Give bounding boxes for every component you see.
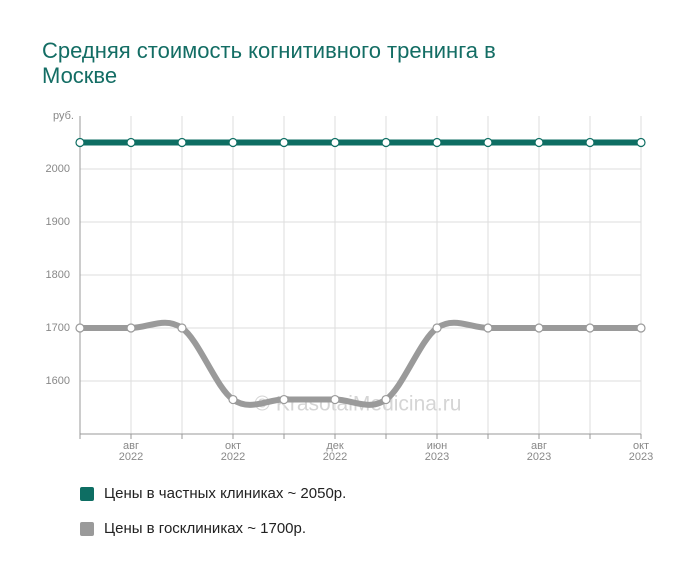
data-point: [483, 137, 493, 148]
x-tick-label: дек 2022: [323, 440, 347, 463]
data-point: [330, 137, 340, 148]
y-tick-label: 1600: [46, 375, 70, 387]
data-point: [534, 323, 544, 333]
data-point: [636, 323, 646, 333]
legend-swatch: [80, 487, 94, 501]
data-point: [177, 137, 187, 148]
y-tick-label: 1900: [46, 216, 70, 228]
data-point: [636, 137, 646, 148]
chart-title: Средняя стоимость когнитивного тренинга …: [42, 38, 496, 88]
x-tick-label: авг 2023: [527, 440, 551, 463]
grid: [79, 116, 642, 434]
x-tick-label: июн 2023: [425, 440, 449, 463]
data-point: [585, 323, 595, 333]
data-point: [126, 137, 136, 148]
data-point: [381, 137, 391, 148]
data-point: [381, 394, 391, 405]
data-point: [75, 323, 85, 333]
data-point: [585, 137, 595, 148]
data-point: [279, 394, 289, 405]
data-point: [279, 137, 289, 148]
data-point: [432, 137, 442, 148]
data-point: [483, 323, 493, 333]
data-point: [75, 137, 85, 148]
data-point: [228, 137, 238, 148]
y-tick-label: 1700: [46, 322, 70, 334]
legend-label: Цены в частных клиниках ~ 2050р.: [104, 485, 346, 502]
x-tick-label: авг 2022: [119, 440, 143, 463]
data-point: [330, 394, 340, 405]
legend-swatch: [80, 522, 94, 536]
data-point: [534, 137, 544, 148]
data-point: [177, 323, 187, 333]
data-point: [432, 323, 442, 333]
y-tick-label: 1800: [46, 269, 70, 281]
data-point: [126, 323, 136, 333]
x-tick-label: окт 2023: [629, 440, 653, 463]
y-axis-label: руб.: [53, 110, 74, 122]
data-point: [228, 394, 238, 405]
y-tick-label: 2000: [46, 163, 70, 175]
x-tick-label: окт 2022: [221, 440, 245, 463]
legend-label: Цены в госклиниках ~ 1700р.: [104, 520, 306, 537]
